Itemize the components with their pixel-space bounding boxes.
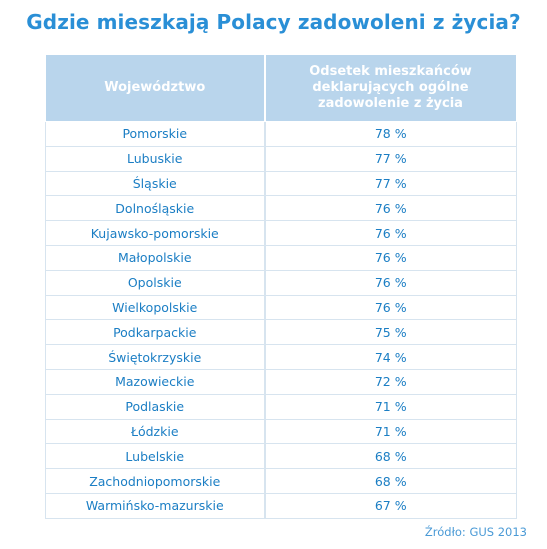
satisfaction-value-cell: 78 %: [264, 121, 517, 147]
satisfaction-value-cell: 68 %: [264, 443, 517, 470]
satisfaction-value-cell: 76 %: [264, 195, 517, 222]
table-row: Łódzkie 71 %: [45, 418, 517, 445]
satisfaction-value-cell: 77 %: [264, 170, 517, 197]
region-cell: Zachodniopomorskie: [45, 468, 266, 494]
region-cell: Opolskie: [45, 269, 266, 296]
region-cell: Lubelskie: [45, 443, 266, 470]
table-row: Podkarpackie 75 %: [45, 319, 517, 346]
table-row: Opolskie 76 %: [45, 269, 517, 296]
table-row: Pomorskie 78 %: [45, 121, 517, 147]
satisfaction-value-cell: 71 %: [264, 418, 517, 445]
satisfaction-value-cell: 77 %: [264, 145, 517, 172]
table-row: Warmińsko-mazurskie 67 %: [45, 492, 517, 519]
region-cell: Łódzkie: [45, 418, 266, 445]
table-row: Lubuskie 77 %: [45, 145, 517, 172]
region-cell: Dolnośląskie: [45, 195, 266, 222]
table-row: Świętokrzyskie 74 %: [45, 344, 517, 370]
satisfaction-value-cell: 67 %: [264, 492, 517, 519]
region-cell: Małopolskie: [45, 244, 266, 271]
region-cell: Lubuskie: [45, 145, 266, 172]
region-cell: Kujawsko-pomorskie: [45, 220, 266, 246]
table-row: Wielkopolskie 76 %: [45, 294, 517, 321]
table-row: Śląskie 77 %: [45, 170, 517, 197]
region-cell: Warmińsko-mazurskie: [45, 492, 266, 519]
page-title: Gdzie mieszkają Polacy zadowoleni z życi…: [26, 10, 521, 34]
satisfaction-value-cell: 74 %: [264, 344, 517, 370]
satisfaction-value-cell: 76 %: [264, 269, 517, 296]
table-row: Dolnośląskie 76 %: [45, 195, 517, 222]
table-row: Kujawsko-pomorskie 76 %: [45, 220, 517, 246]
table-row: Zachodniopomorskie 68 %: [45, 468, 517, 494]
region-cell: Wielkopolskie: [45, 294, 266, 321]
region-cell: Podlaskie: [45, 393, 266, 420]
table-body: Pomorskie 78 % Lubuskie 77 % Śląskie 77 % Doln…: [45, 121, 517, 519]
table-row: Podlaskie 71 %: [45, 393, 517, 420]
region-cell: Podkarpackie: [45, 319, 266, 346]
satisfaction-value-cell: 75 %: [264, 319, 517, 346]
satisfaction-table: Województwo Odsetek mieszkańców deklaruj…: [45, 54, 518, 519]
satisfaction-value-cell: 76 %: [264, 244, 517, 271]
table-row: Małopolskie 76 %: [45, 244, 517, 271]
column-header-region: Województwo: [45, 54, 266, 122]
table-row: Lubelskie 68 %: [45, 443, 517, 470]
column-header-value: Odsetek mieszkańców deklarujących ogólne…: [264, 54, 518, 122]
satisfaction-value-cell: 71 %: [264, 393, 517, 420]
satisfaction-value-cell: 68 %: [264, 468, 517, 494]
satisfaction-value-cell: 76 %: [264, 294, 517, 321]
satisfaction-value-cell: 76 %: [264, 220, 517, 246]
table-header-row: Województwo Odsetek mieszkańców deklaruj…: [45, 54, 518, 122]
region-cell: Pomorskie: [45, 121, 266, 147]
region-cell: Śląskie: [45, 170, 266, 197]
region-cell: Świętokrzyskie: [45, 344, 266, 370]
source-note: Źródło: GUS 2013: [424, 525, 527, 539]
region-cell: Mazowieckie: [45, 368, 266, 395]
table-row: Mazowieckie 72 %: [45, 368, 517, 395]
satisfaction-value-cell: 72 %: [264, 368, 517, 395]
